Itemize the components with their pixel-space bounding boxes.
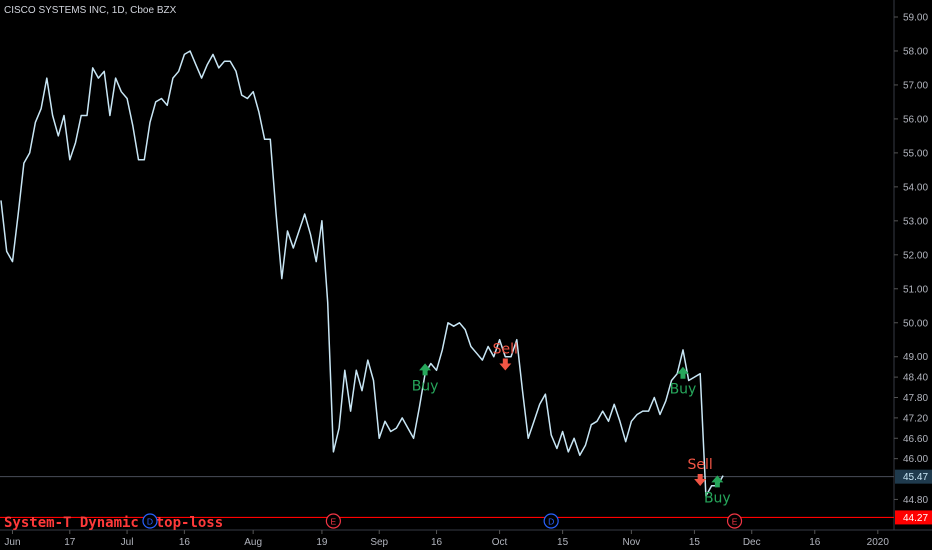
y-tick-label: 48.40 bbox=[903, 373, 928, 384]
y-tick-label: 47.20 bbox=[903, 413, 928, 424]
sell-signal: Sell bbox=[688, 457, 713, 487]
x-tick-label: Oct bbox=[492, 537, 508, 548]
event-badge-label: D bbox=[147, 517, 153, 527]
event-badge-label: D bbox=[548, 517, 554, 527]
event-badge-label: E bbox=[732, 517, 738, 527]
stop-loss-tag bbox=[895, 510, 932, 525]
plot-area[interactable] bbox=[0, 50, 724, 497]
buy-arrow-icon bbox=[711, 475, 724, 488]
buy-signal-label: Buy bbox=[704, 490, 731, 506]
earnings-event[interactable]: E bbox=[325, 513, 341, 529]
x-tick-label: 15 bbox=[557, 537, 569, 548]
buy-signal: Buy bbox=[412, 363, 439, 394]
buy-arrow-icon bbox=[419, 363, 432, 376]
price-scale[interactable]: 44.80 46.00 46.60 47.20 47.80 48.40 49.00 50.00… bbox=[893, 0, 928, 530]
x-tick-label: 16 bbox=[431, 537, 443, 548]
sell-signal-label: Sell bbox=[688, 457, 713, 473]
y-tick-label: 51.00 bbox=[903, 284, 928, 295]
x-tick-label: 15 bbox=[689, 537, 701, 548]
sell-signal: Sell bbox=[493, 342, 518, 371]
x-tick-label: Nov bbox=[622, 537, 640, 548]
x-tick-label: 16 bbox=[809, 537, 821, 548]
stop-loss-label: 44.27 bbox=[903, 513, 928, 524]
time-scale[interactable]: Jun 17 Jul 16 Aug 19 Sep 16 Oct 15 Nov 15 Dec 16 2020 bbox=[0, 529, 932, 548]
x-tick-label: 16 bbox=[179, 537, 191, 548]
earnings-event[interactable]: E bbox=[726, 513, 743, 529]
y-tick-label: 44.80 bbox=[903, 495, 928, 506]
x-tick-label: 2020 bbox=[867, 537, 890, 548]
x-tick-label: Jun bbox=[4, 537, 20, 548]
sell-signal-label: Sell bbox=[493, 342, 518, 358]
y-tick-label: 57.00 bbox=[903, 80, 928, 91]
buy-signal: Buy bbox=[670, 366, 697, 398]
event-badge-icon bbox=[726, 513, 743, 529]
y-tick-label: 46.60 bbox=[903, 434, 928, 445]
current-price-tag bbox=[895, 469, 932, 484]
y-tick-label: 47.80 bbox=[903, 393, 928, 404]
y-tick-label: 52.00 bbox=[903, 250, 928, 261]
y-tick-label: 54.00 bbox=[903, 182, 928, 193]
y-tick-label: 58.00 bbox=[903, 46, 928, 57]
y-tick-label: 49.00 bbox=[903, 352, 928, 363]
signal-markers: Buy Sell Buy Sell Buy bbox=[412, 342, 731, 507]
y-tick-label: 50.00 bbox=[903, 318, 928, 329]
buy-signal-label: Buy bbox=[412, 378, 439, 394]
buy-arrow-icon bbox=[676, 366, 689, 379]
current-price-label: 45.47 bbox=[903, 472, 928, 483]
dividend-event[interactable]: D bbox=[543, 513, 559, 529]
y-tick-label: 46.00 bbox=[903, 454, 928, 465]
x-tick-label: Aug bbox=[244, 537, 262, 548]
price-series-line bbox=[0, 50, 724, 497]
x-tick-label: Jul bbox=[121, 537, 134, 548]
y-tick-label: 53.00 bbox=[903, 216, 928, 227]
indicator-label: System-T Dynamic Stop-loss bbox=[4, 515, 223, 531]
event-badge-icon bbox=[325, 513, 341, 529]
event-badge-label: E bbox=[331, 517, 337, 527]
event-badge-icon bbox=[142, 513, 158, 529]
y-tick-label: 56.00 bbox=[903, 114, 928, 125]
chart-title: CISCO SYSTEMS INC, 1D, Cboe BZX bbox=[4, 5, 177, 16]
event-badge-icon bbox=[543, 513, 559, 529]
x-tick-label: Dec bbox=[743, 537, 761, 548]
buy-signal-label: Buy bbox=[670, 382, 697, 398]
buy-signal: Buy bbox=[704, 475, 731, 506]
dividend-event[interactable]: D bbox=[142, 513, 158, 529]
y-tick-label: 59.00 bbox=[903, 12, 928, 23]
y-tick-label: 55.00 bbox=[903, 148, 928, 159]
x-tick-label: 17 bbox=[64, 537, 76, 548]
x-tick-label: Sep bbox=[370, 537, 388, 548]
sell-arrow-icon bbox=[499, 358, 512, 371]
x-tick-label: 19 bbox=[316, 537, 328, 548]
sell-arrow-icon bbox=[694, 474, 707, 487]
